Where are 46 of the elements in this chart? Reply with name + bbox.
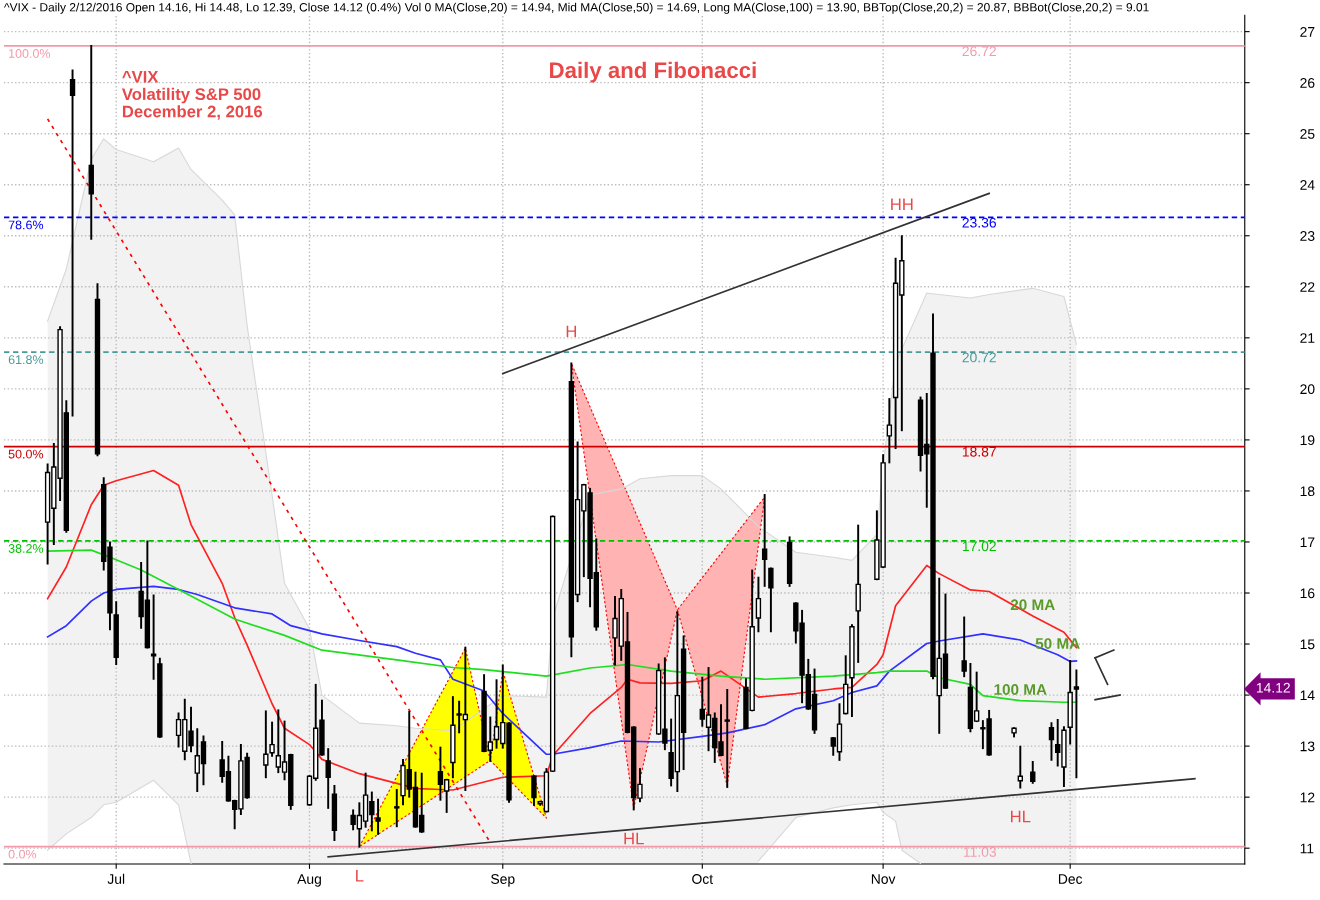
y-tick-label: 19 — [1300, 435, 1315, 446]
series-label: 100 MA — [994, 684, 1047, 695]
ref-line-label: 23.36 — [962, 217, 996, 228]
annotation: H — [566, 325, 577, 338]
annotation: 100.0% — [9, 49, 51, 58]
x-tick-label: Oct — [692, 874, 713, 884]
x-tick-label: Aug — [297, 874, 321, 887]
y-tick-label: 12 — [1300, 792, 1315, 803]
annotation: 50.0% — [8, 449, 44, 459]
ref-line-label: 17.02 — [962, 541, 996, 552]
y-tick-label: 23 — [1300, 231, 1315, 241]
y-tick-label: 27 — [1300, 26, 1315, 37]
y-tick-label: 16 — [1300, 588, 1315, 599]
ref-line-label: 18.87 — [962, 446, 996, 457]
ref-line-label: 20.72 — [962, 352, 996, 363]
y-tick-label: 13 — [1300, 741, 1315, 752]
annotation: HH — [891, 198, 913, 211]
y-tick-label: 15 — [1300, 639, 1315, 650]
y-tick-label: 24 — [1300, 180, 1315, 190]
series-label: 20 MA — [1010, 599, 1055, 611]
y-tick-label: 11 — [1300, 843, 1314, 854]
y-tick-label: 17 — [1300, 537, 1315, 548]
ref-line-label: 26.72 — [962, 46, 996, 57]
x-tick-label: Sep — [491, 874, 515, 887]
y-tick-label: 21 — [1300, 333, 1315, 343]
y-tick-label: 25 — [1300, 129, 1315, 139]
annotation: 78.6% — [8, 220, 44, 230]
annotation: HL — [624, 832, 644, 845]
y-tick-label: 20 — [1300, 384, 1315, 395]
y-tick-label: 22 — [1300, 282, 1315, 292]
x-tick-label: Dec — [1058, 874, 1083, 884]
text: Daily and Fibonacci — [550, 61, 756, 83]
text: 14.12 — [1256, 682, 1290, 693]
annotation: 0.0% — [8, 849, 37, 859]
ref-line-label: 11.03 — [963, 847, 996, 857]
annotation: ^VIX Volatility S&P 500 December 2, 2016 — [121, 71, 263, 120]
x-tick-label: Nov — [871, 874, 896, 884]
annotation: L — [356, 870, 364, 882]
annotation: HL — [1011, 810, 1031, 823]
text: ^VIX - Daily 2/12/2016 Open 14.16, Hi 14.48, Lo 12.39, Close 14.12 (0.4%) Vol 0 MA(Close,20) = 14.94, Mid MA(Close,50) = 14.69, Long MA(Close,100) = 13.90, BBTop(Close,20,2) = 20.87, BBBot(Close,20,2) = 9.01 — [4, 2, 1149, 14]
x-tick-label: Jul — [107, 873, 125, 884]
annotation: 38.2% — [8, 544, 44, 553]
annotation: 61.8% — [8, 355, 44, 365]
y-tick-label: 14 — [1300, 690, 1315, 701]
y-tick-label: 26 — [1300, 78, 1315, 88]
y-tick-label: 18 — [1300, 486, 1315, 497]
